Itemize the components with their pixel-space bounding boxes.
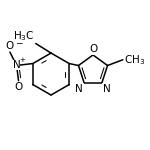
Text: N: N <box>13 60 21 70</box>
Text: CH$_3$: CH$_3$ <box>124 53 145 67</box>
Text: O: O <box>6 41 14 51</box>
Text: O: O <box>89 44 97 54</box>
Text: N: N <box>103 84 111 94</box>
Text: −: − <box>15 38 22 47</box>
Text: H$_3$C: H$_3$C <box>13 29 35 43</box>
Text: +: + <box>20 57 25 63</box>
Text: N: N <box>75 84 83 94</box>
Text: O: O <box>14 82 23 92</box>
